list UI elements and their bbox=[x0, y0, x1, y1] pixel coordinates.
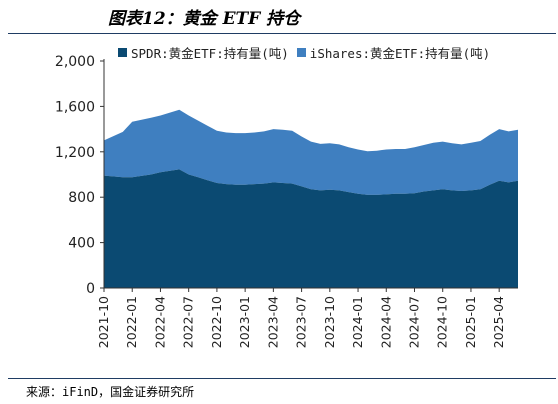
x-tick-label: 2024-01 bbox=[350, 296, 365, 348]
bottom-divider bbox=[8, 378, 556, 379]
x-tick-label: 2023-10 bbox=[322, 296, 337, 348]
x-tick-label: 2022-10 bbox=[209, 296, 224, 348]
legend-swatch-spdr bbox=[118, 48, 127, 57]
source-note: 来源：iFinD，国金证券研究所 bbox=[26, 385, 195, 399]
chart-area: 0 400 800 1,200 1,600 2,000 2021-10 2022-01 2022… bbox=[55, 54, 518, 348]
y-tick-label: 0 bbox=[86, 281, 95, 297]
legend-label-ishares: iShares:黄金ETF:持有量(吨) bbox=[309, 46, 491, 61]
legend-item-spdr: SPDR:黄金ETF:持有量(吨) bbox=[118, 43, 289, 62]
x-tick-label: 2023-01 bbox=[237, 296, 252, 348]
x-tick-label: 2022-04 bbox=[153, 296, 168, 348]
y-tick-label: 2,000 bbox=[55, 54, 95, 70]
x-tick-label: 2023-07 bbox=[294, 296, 309, 348]
series-area-ishares bbox=[104, 109, 518, 195]
x-tick-label: 2025-01 bbox=[463, 296, 478, 348]
legend: SPDR:黄金ETF:持有量(吨) iShares:黄金ETF:持有量(吨) bbox=[118, 43, 498, 62]
legend-item-ishares: iShares:黄金ETF:持有量(吨) bbox=[296, 43, 491, 62]
y-tick-label: 1,200 bbox=[55, 145, 95, 161]
x-tick-label: 2022-07 bbox=[181, 296, 196, 348]
x-tick-label: 2025-04 bbox=[491, 296, 506, 348]
legend-label-spdr: SPDR:黄金ETF:持有量(吨) bbox=[131, 46, 289, 61]
x-tick-label: 2022-01 bbox=[124, 296, 139, 348]
x-tick-label: 2024-07 bbox=[407, 296, 422, 348]
legend-swatch-ishares bbox=[296, 48, 306, 57]
series-area-spdr bbox=[104, 169, 518, 288]
x-tick-label: 2021-10 bbox=[96, 296, 111, 348]
x-tick-label: 2023-04 bbox=[265, 296, 280, 348]
chart-title: 图表12：黄金 ETF 持仓 bbox=[108, 9, 301, 29]
y-tick-label: 800 bbox=[68, 190, 95, 206]
top-divider bbox=[8, 33, 556, 34]
x-tick-label: 2024-10 bbox=[435, 296, 450, 348]
y-tick-label: 400 bbox=[68, 236, 95, 252]
x-tick-label: 2024-04 bbox=[378, 296, 393, 348]
y-tick-label: 1,600 bbox=[55, 99, 95, 115]
